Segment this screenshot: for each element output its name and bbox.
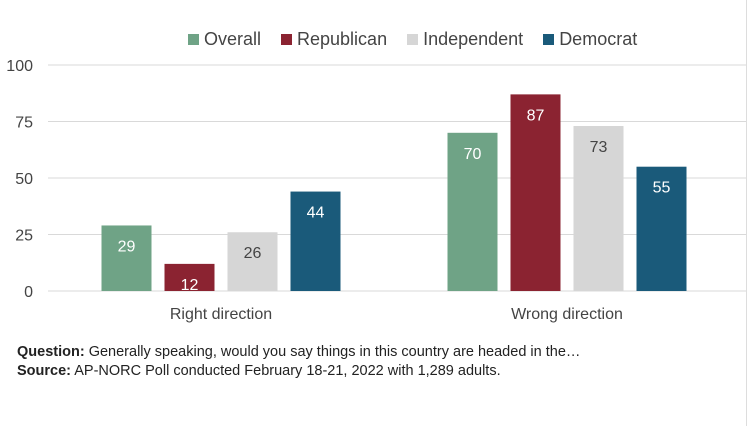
bar-republican-1 <box>510 94 561 291</box>
data-label: 44 <box>307 205 325 222</box>
legend-item-republican: Republican <box>281 29 387 50</box>
y-tick-label: 100 <box>6 58 33 75</box>
chart-legend: Overall Republican Independent Democrat <box>188 29 637 50</box>
question-text: Generally speaking, would you say things… <box>88 344 581 360</box>
legend-item-overall: Overall <box>188 29 261 50</box>
legend-label-overall: Overall <box>204 29 262 49</box>
bar-overall-1 <box>447 132 498 291</box>
question-label: Question: <box>17 344 85 360</box>
x-category-label: Wrong direction <box>511 306 623 323</box>
bar-independent-0 <box>227 232 278 291</box>
data-label: 87 <box>527 107 545 124</box>
data-label: 55 <box>653 180 671 197</box>
bar-independent-1 <box>573 126 624 292</box>
y-tick-label: 75 <box>15 115 33 132</box>
data-label: 26 <box>244 245 262 262</box>
data-label: 70 <box>464 146 482 163</box>
legend-item-independent: Independent <box>407 29 523 50</box>
legend-label-independent: Independent <box>423 29 524 49</box>
legend-swatch-overall <box>188 34 199 45</box>
bar-chart: 0 25 50 75 100 29 12 26 44 Right direction 70 87 73 5… <box>6 58 747 323</box>
legend-label-democrat: Democrat <box>559 29 638 49</box>
bar-overall-0 <box>101 225 152 291</box>
bar-democrat-0 <box>290 191 341 291</box>
y-tick-label: 25 <box>15 228 33 245</box>
bar-democrat-1 <box>636 166 687 291</box>
y-tick-label: 0 <box>24 284 33 301</box>
legend-swatch-democrat <box>543 34 555 45</box>
source-line: Source: AP-NORC Poll conducted February … <box>17 362 580 381</box>
source-text: AP-NORC Poll conducted February 18-21, 2… <box>74 363 501 379</box>
legend-swatch-independent <box>407 34 419 45</box>
y-tick-label: 50 <box>15 171 33 188</box>
legend-label-republican: Republican <box>297 29 388 49</box>
bar-republican-0 <box>164 263 215 291</box>
question-line: Question: Generally speaking, would you … <box>17 343 580 362</box>
legend-swatch-republican <box>281 34 293 45</box>
data-label: 12 <box>181 277 199 294</box>
chart-caption: Question: Generally speaking, would you … <box>17 343 580 381</box>
source-label: Source: <box>17 363 71 379</box>
x-category-label: Right direction <box>170 306 272 323</box>
data-label: 29 <box>118 238 136 255</box>
legend-item-democrat: Democrat <box>543 29 637 50</box>
data-label: 73 <box>590 139 608 156</box>
